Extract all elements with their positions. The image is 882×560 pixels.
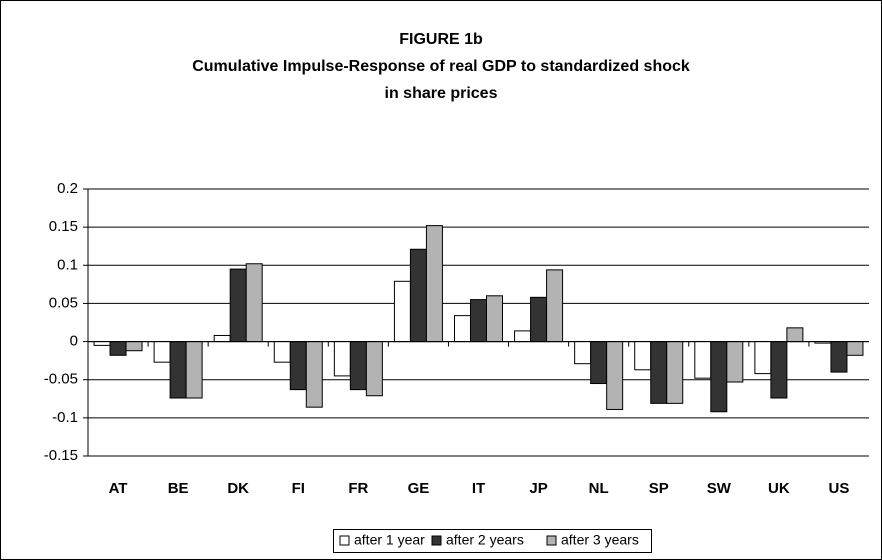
bar [650, 341, 668, 404]
x-tick-label: NL [589, 480, 609, 497]
bar [470, 299, 487, 343]
bar [333, 341, 351, 377]
x-tick-label: FI [292, 480, 305, 497]
x-tick-label: JP [529, 480, 547, 497]
bar [710, 341, 728, 413]
bar [590, 341, 608, 385]
x-tick-label: UK [768, 480, 790, 497]
bar [606, 341, 624, 410]
legend-label: after 1 year [354, 532, 425, 548]
legend-box [333, 529, 652, 553]
bar [109, 341, 127, 356]
bar [93, 341, 111, 346]
x-tick-label: SW [707, 480, 732, 497]
bar [229, 268, 247, 343]
bar [245, 263, 263, 343]
bar [546, 269, 564, 343]
bar [694, 341, 712, 379]
bar [365, 341, 383, 397]
legend-label: after 3 years [561, 532, 639, 548]
x-tick-label: IT [472, 480, 485, 497]
x-tick-label: AT [109, 480, 128, 497]
chart-title: FIGURE 1b [399, 31, 483, 48]
y-tick-label: 0.05 [49, 294, 78, 311]
bar [726, 341, 744, 383]
bar [185, 341, 203, 399]
bar [125, 341, 143, 352]
bar [425, 225, 443, 343]
y-tick-label: -0.05 [44, 371, 78, 388]
bar [153, 341, 171, 363]
legend-swatch [546, 535, 557, 546]
y-tick-label: 0.1 [57, 256, 78, 273]
bar [830, 341, 848, 373]
y-tick-label: 0.2 [57, 180, 78, 197]
legend-swatch [431, 535, 442, 546]
legend-label: after 2 years [446, 532, 524, 548]
y-tick-label: 0.15 [49, 218, 78, 235]
bar [786, 327, 804, 343]
bar [349, 341, 367, 391]
bar [486, 295, 503, 343]
x-tick-label: US [829, 480, 850, 497]
bar [514, 330, 532, 343]
x-tick-label: FR [348, 480, 368, 497]
y-tick-label: 0 [70, 333, 78, 350]
bar [213, 334, 231, 343]
x-tick-label: SP [649, 480, 669, 497]
bar [530, 296, 548, 343]
y-tick-label: -0.15 [44, 447, 78, 464]
bar [666, 341, 684, 404]
bar [273, 341, 291, 363]
bar [169, 341, 187, 399]
chart-title: in share prices [385, 85, 498, 102]
chart-title: Cumulative Impulse-Response of real GDP … [192, 58, 690, 75]
bar [754, 341, 772, 375]
bar [770, 341, 788, 399]
bar [305, 341, 323, 408]
bar [574, 341, 592, 365]
legend-swatch [339, 535, 350, 546]
bar [393, 280, 411, 343]
bar [409, 248, 427, 343]
x-tick-label: DK [227, 480, 249, 497]
bar [289, 341, 307, 391]
x-tick-label: GE [408, 480, 430, 497]
y-tick-label: -0.1 [52, 409, 78, 426]
bar [454, 315, 471, 343]
bar [634, 341, 652, 371]
x-tick-label: BE [168, 480, 189, 497]
bar [846, 341, 864, 356]
